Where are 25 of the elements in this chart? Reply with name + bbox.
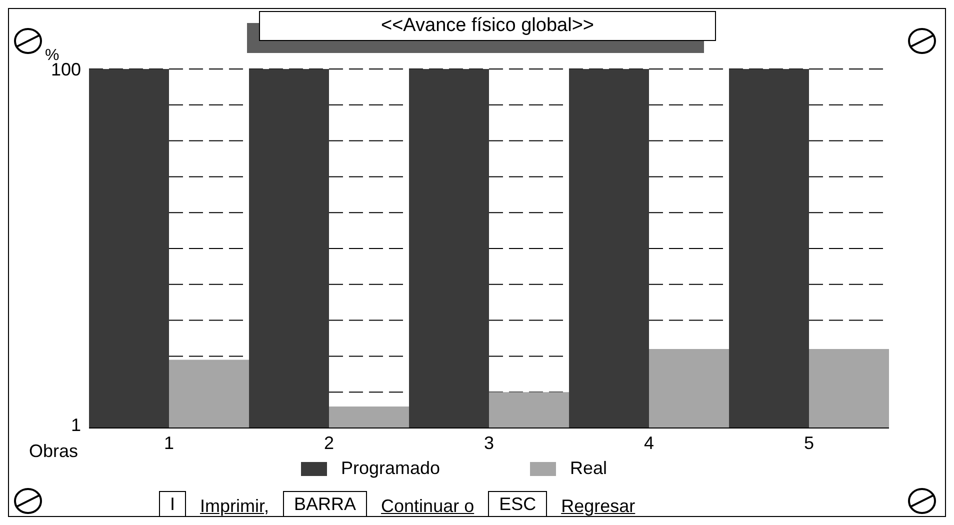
bar [649, 349, 729, 428]
bar [89, 69, 169, 428]
bar [569, 69, 649, 428]
text: Regresar [561, 496, 636, 517]
text: I [159, 491, 186, 517]
x-tick-label: 2 [324, 432, 334, 453]
bar [409, 69, 489, 428]
x-tick-label: 1 [164, 432, 174, 453]
text: Continuar o [381, 496, 474, 517]
chart-title: <<Avance físico global>> [259, 11, 716, 41]
bar [169, 360, 249, 428]
x-tick-label: 5 [804, 432, 814, 453]
bar [809, 349, 889, 428]
bar [489, 392, 569, 428]
x-axis-title: Obras [29, 441, 78, 462]
x-tick-label: 4 [644, 432, 654, 453]
x-tick-label: 3 [484, 432, 494, 453]
text: BARRA [283, 491, 368, 517]
bar [729, 69, 809, 428]
legend-label: Real [570, 458, 608, 479]
bar [249, 69, 329, 428]
legend-label: Programado [340, 458, 440, 479]
bar [329, 406, 409, 428]
text: Imprimir, [200, 496, 270, 517]
text: ESC [488, 491, 548, 517]
